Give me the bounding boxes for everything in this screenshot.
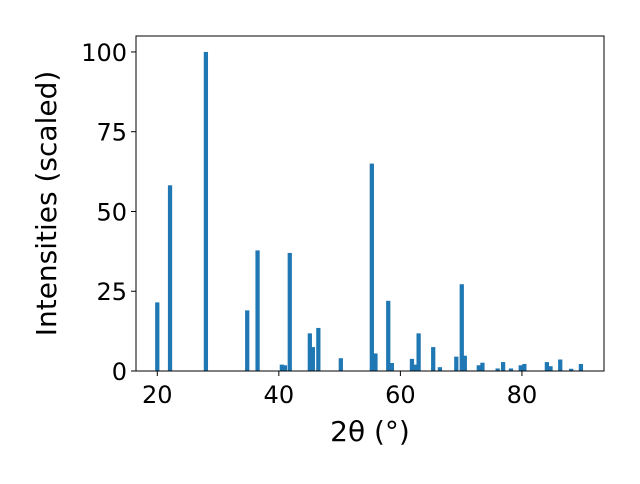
bar-7: [287, 252, 292, 371]
bar-11: [338, 358, 343, 371]
bar-25: [480, 362, 485, 371]
bar-10: [316, 327, 321, 371]
bar-18: [416, 333, 421, 371]
bar-29: [518, 365, 523, 371]
bar-15: [389, 363, 394, 371]
x-tick-label: 20: [142, 381, 173, 409]
y-tick-label: 75: [96, 119, 127, 147]
bar-2: [203, 51, 209, 371]
bar-5: [279, 364, 284, 371]
bar-17: [412, 364, 418, 371]
x-tick-label: 80: [507, 381, 538, 409]
bar-12: [369, 163, 374, 371]
plot-frame: [135, 35, 605, 372]
bar-33: [558, 359, 563, 371]
bar-8: [307, 333, 312, 371]
bar-32: [548, 366, 553, 371]
y-axis: 0 25 50 75 100: [81, 39, 136, 386]
x-axis: 20 40 60 80: [142, 371, 537, 409]
bar-23: [462, 355, 467, 371]
bar-13: [373, 353, 378, 371]
bar-28: [508, 368, 514, 371]
x-axis-label: 2θ (°): [330, 415, 410, 448]
y-tick-label: 50: [96, 198, 127, 226]
bar-34: [569, 368, 574, 371]
bar-9: [310, 347, 315, 371]
y-axis-label: Intensities (scaled): [30, 71, 63, 337]
bar-24: [476, 365, 481, 371]
bar-35: [578, 363, 584, 371]
bar-4: [255, 250, 260, 371]
x-tick-label: 60: [385, 381, 416, 409]
y-tick-label: 100: [81, 39, 127, 67]
bar-14: [386, 300, 391, 371]
bar-0: [155, 302, 160, 371]
bar-27: [500, 362, 506, 371]
bar-16: [409, 358, 415, 371]
bar-22: [459, 284, 464, 371]
bar-21: [454, 356, 459, 371]
bar-3: [245, 310, 250, 371]
y-tick-label: 25: [96, 278, 127, 306]
y-tick-label: 0: [112, 358, 127, 386]
bar-20: [437, 367, 443, 371]
bar-30: [522, 363, 527, 371]
bar-19: [431, 347, 436, 371]
x-tick-label: 40: [264, 381, 295, 409]
bar-series: [155, 51, 584, 371]
bar-6: [282, 365, 288, 371]
bar-1: [167, 185, 173, 371]
bar-31: [544, 362, 549, 371]
bar-26: [495, 368, 500, 371]
